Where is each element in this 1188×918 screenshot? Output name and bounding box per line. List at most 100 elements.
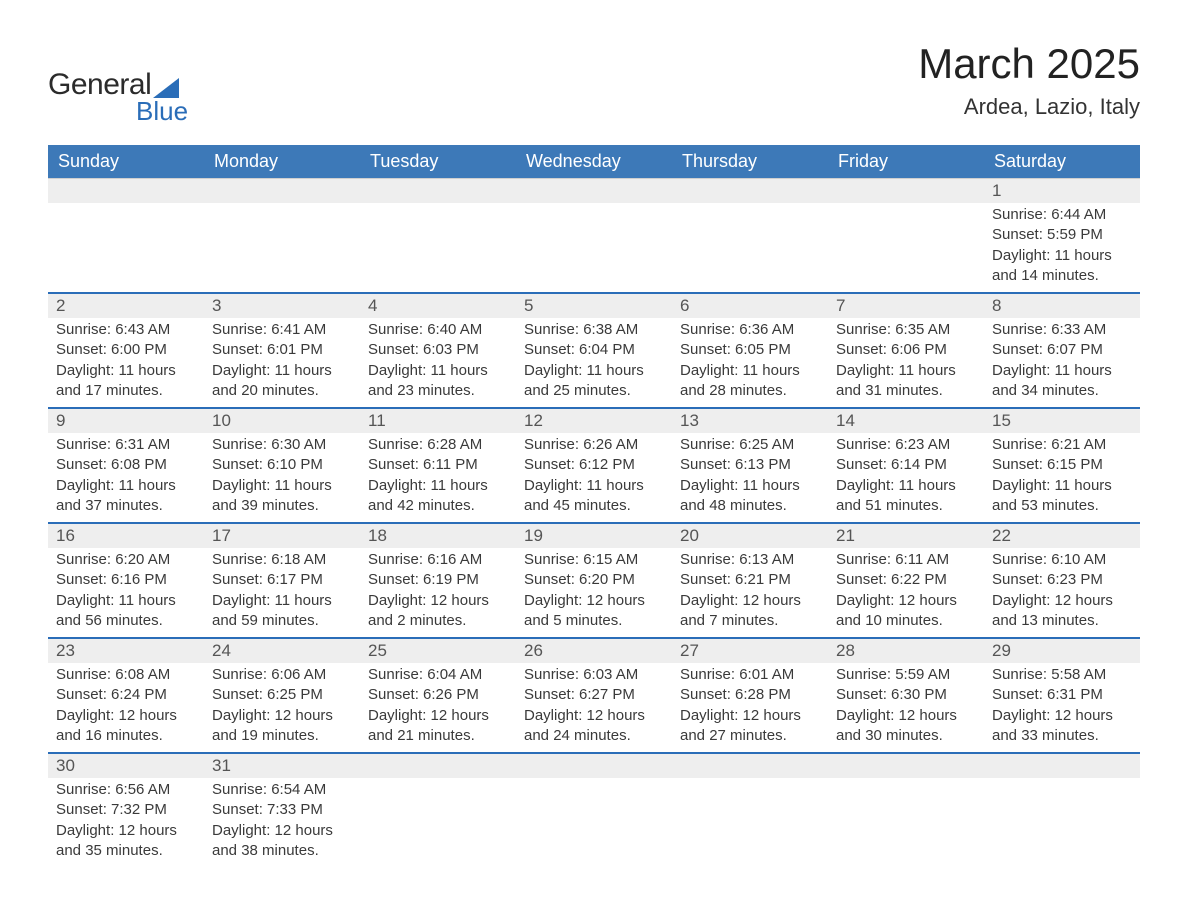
day-number-cell: 24 [204, 638, 360, 663]
day-number-cell: 22 [984, 523, 1140, 548]
day-info-cell [672, 778, 828, 867]
day-info-cell: Sunrise: 6:01 AMSunset: 6:28 PMDaylight:… [672, 663, 828, 753]
day-number: 24 [204, 639, 360, 663]
day-number: 5 [516, 294, 672, 318]
day-number-cell: 1 [984, 179, 1140, 204]
day-info: Sunrise: 6:40 AMSunset: 6:03 PMDaylight:… [360, 318, 516, 407]
day-info-cell: Sunrise: 6:25 AMSunset: 6:13 PMDaylight:… [672, 433, 828, 523]
day-number-cell: 23 [48, 638, 204, 663]
day-info: Sunrise: 6:35 AMSunset: 6:06 PMDaylight:… [828, 318, 984, 407]
header: General Blue March 2025 Ardea, Lazio, It… [48, 40, 1140, 127]
day-info-cell: Sunrise: 6:23 AMSunset: 6:14 PMDaylight:… [828, 433, 984, 523]
day-info: Sunrise: 6:28 AMSunset: 6:11 PMDaylight:… [360, 433, 516, 522]
day-info: Sunrise: 6:01 AMSunset: 6:28 PMDaylight:… [672, 663, 828, 752]
day-number-cell [828, 753, 984, 778]
day-info-cell [984, 778, 1140, 867]
day-info: Sunrise: 6:11 AMSunset: 6:22 PMDaylight:… [828, 548, 984, 637]
day-info-cell: Sunrise: 6:15 AMSunset: 6:20 PMDaylight:… [516, 548, 672, 638]
day-info: Sunrise: 6:38 AMSunset: 6:04 PMDaylight:… [516, 318, 672, 407]
day-number: 14 [828, 409, 984, 433]
day-number-cell: 8 [984, 293, 1140, 318]
day-info: Sunrise: 6:16 AMSunset: 6:19 PMDaylight:… [360, 548, 516, 637]
day-info: Sunrise: 6:31 AMSunset: 6:08 PMDaylight:… [48, 433, 204, 522]
day-info-cell: Sunrise: 6:21 AMSunset: 6:15 PMDaylight:… [984, 433, 1140, 523]
day-number-cell [828, 179, 984, 204]
column-header: Tuesday [360, 145, 516, 179]
day-number-cell [360, 753, 516, 778]
day-number-cell: 18 [360, 523, 516, 548]
day-number-cell [672, 179, 828, 204]
day-info: Sunrise: 6:41 AMSunset: 6:01 PMDaylight:… [204, 318, 360, 407]
day-info: Sunrise: 6:43 AMSunset: 6:00 PMDaylight:… [48, 318, 204, 407]
day-number: 13 [672, 409, 828, 433]
day-info: Sunrise: 6:54 AMSunset: 7:33 PMDaylight:… [204, 778, 360, 867]
day-info: Sunrise: 6:18 AMSunset: 6:17 PMDaylight:… [204, 548, 360, 637]
day-number: 12 [516, 409, 672, 433]
day-info-cell [360, 778, 516, 867]
day-number: 3 [204, 294, 360, 318]
day-info: Sunrise: 6:33 AMSunset: 6:07 PMDaylight:… [984, 318, 1140, 407]
day-number-cell: 2 [48, 293, 204, 318]
day-info: Sunrise: 6:36 AMSunset: 6:05 PMDaylight:… [672, 318, 828, 407]
day-number: 29 [984, 639, 1140, 663]
day-info-cell [516, 778, 672, 867]
day-number: 10 [204, 409, 360, 433]
day-number: 8 [984, 294, 1140, 318]
day-info-cell: Sunrise: 6:40 AMSunset: 6:03 PMDaylight:… [360, 318, 516, 408]
day-info-cell: Sunrise: 6:28 AMSunset: 6:11 PMDaylight:… [360, 433, 516, 523]
column-header: Monday [204, 145, 360, 179]
column-header: Saturday [984, 145, 1140, 179]
day-number: 7 [828, 294, 984, 318]
day-number: 2 [48, 294, 204, 318]
day-info-cell [828, 778, 984, 867]
day-info-cell: Sunrise: 6:56 AMSunset: 7:32 PMDaylight:… [48, 778, 204, 867]
day-number: 26 [516, 639, 672, 663]
day-info-cell [360, 203, 516, 293]
day-number-cell: 14 [828, 408, 984, 433]
day-info: Sunrise: 6:21 AMSunset: 6:15 PMDaylight:… [984, 433, 1140, 522]
day-info: Sunrise: 6:44 AMSunset: 5:59 PMDaylight:… [984, 203, 1140, 292]
logo-sail-icon [153, 78, 179, 98]
day-number: 19 [516, 524, 672, 548]
day-info-cell [672, 203, 828, 293]
day-number-cell: 5 [516, 293, 672, 318]
day-info: Sunrise: 5:58 AMSunset: 6:31 PMDaylight:… [984, 663, 1140, 752]
day-number-cell: 15 [984, 408, 1140, 433]
day-number-cell: 9 [48, 408, 204, 433]
title-block: March 2025 Ardea, Lazio, Italy [918, 40, 1140, 120]
day-number: 31 [204, 754, 360, 778]
day-number: 9 [48, 409, 204, 433]
day-number: 6 [672, 294, 828, 318]
day-info-cell: Sunrise: 6:18 AMSunset: 6:17 PMDaylight:… [204, 548, 360, 638]
day-number: 25 [360, 639, 516, 663]
day-number-cell: 10 [204, 408, 360, 433]
day-number: 1 [984, 179, 1140, 203]
day-info: Sunrise: 6:03 AMSunset: 6:27 PMDaylight:… [516, 663, 672, 752]
day-info-cell: Sunrise: 6:36 AMSunset: 6:05 PMDaylight:… [672, 318, 828, 408]
day-info-cell [48, 203, 204, 293]
day-number-cell [984, 753, 1140, 778]
day-info: Sunrise: 6:08 AMSunset: 6:24 PMDaylight:… [48, 663, 204, 752]
day-info-cell: Sunrise: 6:08 AMSunset: 6:24 PMDaylight:… [48, 663, 204, 753]
day-info-cell: Sunrise: 5:58 AMSunset: 6:31 PMDaylight:… [984, 663, 1140, 753]
day-info-cell: Sunrise: 6:20 AMSunset: 6:16 PMDaylight:… [48, 548, 204, 638]
day-info-cell: Sunrise: 6:54 AMSunset: 7:33 PMDaylight:… [204, 778, 360, 867]
day-number-cell: 3 [204, 293, 360, 318]
day-info: Sunrise: 6:15 AMSunset: 6:20 PMDaylight:… [516, 548, 672, 637]
day-info: Sunrise: 6:56 AMSunset: 7:32 PMDaylight:… [48, 778, 204, 867]
day-info-cell: Sunrise: 6:30 AMSunset: 6:10 PMDaylight:… [204, 433, 360, 523]
day-number: 17 [204, 524, 360, 548]
day-info-cell: Sunrise: 6:10 AMSunset: 6:23 PMDaylight:… [984, 548, 1140, 638]
day-info-cell: Sunrise: 6:13 AMSunset: 6:21 PMDaylight:… [672, 548, 828, 638]
day-info-cell: Sunrise: 6:38 AMSunset: 6:04 PMDaylight:… [516, 318, 672, 408]
day-info-cell: Sunrise: 6:06 AMSunset: 6:25 PMDaylight:… [204, 663, 360, 753]
day-info-cell [828, 203, 984, 293]
day-info-cell: Sunrise: 6:44 AMSunset: 5:59 PMDaylight:… [984, 203, 1140, 293]
day-number-cell: 20 [672, 523, 828, 548]
day-number-cell: 7 [828, 293, 984, 318]
day-number: 15 [984, 409, 1140, 433]
day-number: 23 [48, 639, 204, 663]
calendar-table: SundayMondayTuesdayWednesdayThursdayFrid… [48, 145, 1140, 867]
day-number-cell [516, 753, 672, 778]
day-info-cell: Sunrise: 6:11 AMSunset: 6:22 PMDaylight:… [828, 548, 984, 638]
